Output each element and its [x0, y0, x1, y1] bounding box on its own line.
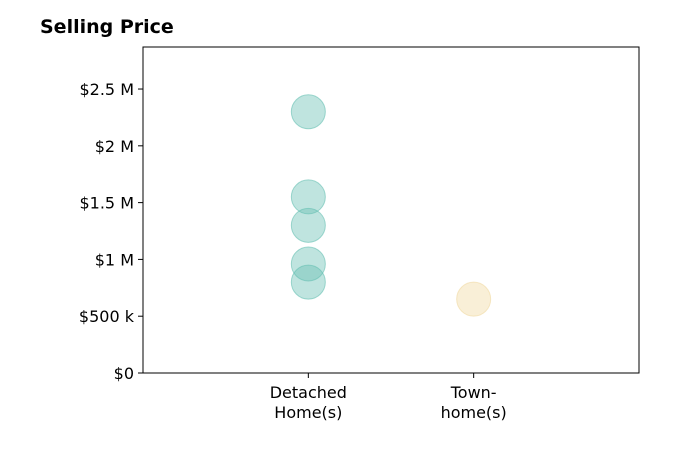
- x-tick-label-line: Town-: [450, 383, 497, 402]
- y-axis: $0 $500 k $1 M $1.5 M $2 M $2.5 M: [79, 80, 143, 383]
- data-point: [290, 179, 326, 215]
- x-axis: Detached Home(s) Town-home(s): [270, 373, 507, 422]
- data-points: [290, 94, 492, 317]
- y-tick-label: $500 k: [79, 307, 135, 326]
- chart-title: Selling Price: [40, 16, 174, 38]
- x-tick-label-line: Detached: [270, 383, 347, 402]
- data-point: [290, 246, 326, 282]
- x-tick-label-line: Home(s): [274, 403, 342, 422]
- x-tick-label: Town-home(s): [441, 383, 507, 422]
- y-tick-label: $1.5 M: [79, 194, 134, 213]
- data-point: [456, 281, 492, 317]
- data-point: [290, 94, 326, 130]
- y-tick-label: $2 M: [95, 137, 134, 156]
- y-tick-label: $2.5 M: [79, 80, 134, 99]
- data-point: [290, 207, 326, 243]
- x-tick-label: Detached Home(s): [270, 383, 347, 422]
- data-point: [290, 264, 326, 300]
- y-tick-label: $0: [114, 364, 134, 383]
- y-tick-label: $1 M: [95, 250, 134, 269]
- x-tick-label-line: home(s): [441, 403, 507, 422]
- plot-area: [142, 46, 640, 374]
